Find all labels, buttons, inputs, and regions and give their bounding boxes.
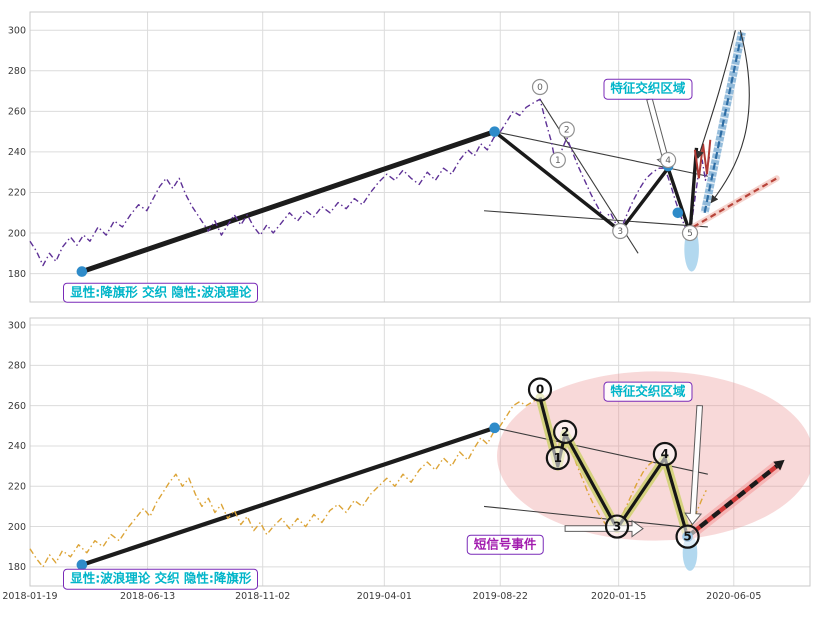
x-tick-label: 2020-01-15: [591, 591, 646, 602]
panel-border: [29, 317, 811, 587]
panel-bottom: 180 200 220 240 260 280 300 0 1 2 3 4 5: [8, 317, 811, 587]
hollow-arrow: [684, 404, 704, 526]
channel-line: [494, 131, 708, 177]
wave-marker-label: 0: [537, 83, 543, 93]
channel-line: [483, 505, 699, 530]
red-projection: [690, 175, 780, 230]
gridlines: [29, 12, 810, 302]
hollow-arrow: [564, 519, 644, 538]
channel-line: [484, 210, 708, 228]
x-tick-label: 2020-06-05: [706, 591, 761, 602]
wave-marker-label: 4: [665, 156, 671, 166]
y-tick-label: 280: [8, 361, 26, 372]
wave-marker-circle: [681, 224, 699, 242]
wave-marker-label: 4: [661, 447, 669, 461]
projection-arrowhead: [773, 459, 785, 471]
wave-marker-label: 5: [687, 229, 693, 239]
red-projection: [682, 459, 785, 543]
short-signal-label: 短信号事件: [466, 534, 544, 555]
wave-marker-label: 3: [613, 520, 621, 534]
wave-marker-label: 5: [683, 530, 691, 544]
y-tick-label: 180: [8, 269, 26, 280]
wave-marker-label: 2: [561, 425, 569, 439]
wave-marker-label: 3: [617, 227, 623, 237]
wave-marker-circle: [660, 151, 677, 169]
y-tick-label: 300: [8, 320, 26, 331]
pivot-dot: [76, 266, 88, 277]
wave-marker-circle: [675, 524, 700, 549]
x-tick-label: 2019-08-22: [473, 591, 528, 602]
y-tick-label: 200: [8, 522, 26, 533]
panel-top: 180 200 220 240 260 280 300 0 1 2 3 4 5: [8, 11, 811, 303]
y-tick-label: 240: [8, 441, 26, 452]
wave-marker-circle: [531, 78, 549, 96]
caption-bottom: 显性:波浪理论 交织 隐性:降旗形: [63, 568, 259, 590]
wave-marker-circle: [553, 419, 578, 444]
wave-marker-circle: [545, 445, 570, 471]
pivot-dot: [489, 422, 500, 434]
y-tick-label: 260: [8, 401, 26, 412]
curved-arrow: [696, 30, 736, 159]
pivot-dot: [672, 207, 684, 219]
channel-line: [494, 427, 708, 475]
x-tick-label: 2018-01-19: [2, 591, 57, 602]
wave-marker-label: 1: [555, 156, 561, 166]
panel-border: [29, 11, 811, 303]
pivot-dot: [489, 126, 500, 137]
caption-top: 显性:降旗形 交织 隐性:波浪理论: [63, 282, 259, 304]
y-tick-label: 300: [8, 25, 26, 36]
region-label-top: 特征交织区域: [603, 78, 693, 100]
y-tick-label: 280: [8, 66, 26, 77]
y-tick-label: 240: [8, 147, 26, 158]
y-tick-label: 260: [8, 107, 26, 118]
x-tick-label: 2018-11-02: [235, 591, 290, 602]
curved-arrow: [710, 30, 750, 204]
x-tick-label: 2019-04-01: [357, 591, 412, 602]
pivot-dot: [76, 559, 88, 571]
main-trendline: [79, 129, 498, 275]
wave-marker-circle: [527, 377, 553, 402]
price-line-top: [29, 98, 711, 267]
wave-marker-label: 1: [554, 451, 562, 465]
wave-marker-circle: [549, 151, 566, 169]
x-tick-label: 2018-06-13: [120, 591, 175, 602]
y-tick-label: 200: [8, 228, 26, 239]
gridlines: [29, 318, 810, 586]
wave-marker-circle: [652, 441, 677, 467]
wave-marker-circle: [558, 121, 575, 138]
wave-marker-circle: [612, 222, 629, 240]
impulse-path: [493, 130, 699, 235]
main-trendline: [79, 425, 497, 567]
region-label-bottom: 特征交织区域: [603, 381, 693, 402]
y-tick-label: 180: [8, 562, 26, 573]
wave-marker-label: 0: [536, 383, 544, 397]
wave-marker-circle: [604, 514, 630, 539]
up-projection: [700, 31, 746, 214]
wave-marker-label: 2: [564, 126, 570, 136]
y-tick-label: 220: [8, 481, 26, 492]
y-tick-label: 220: [8, 188, 26, 199]
